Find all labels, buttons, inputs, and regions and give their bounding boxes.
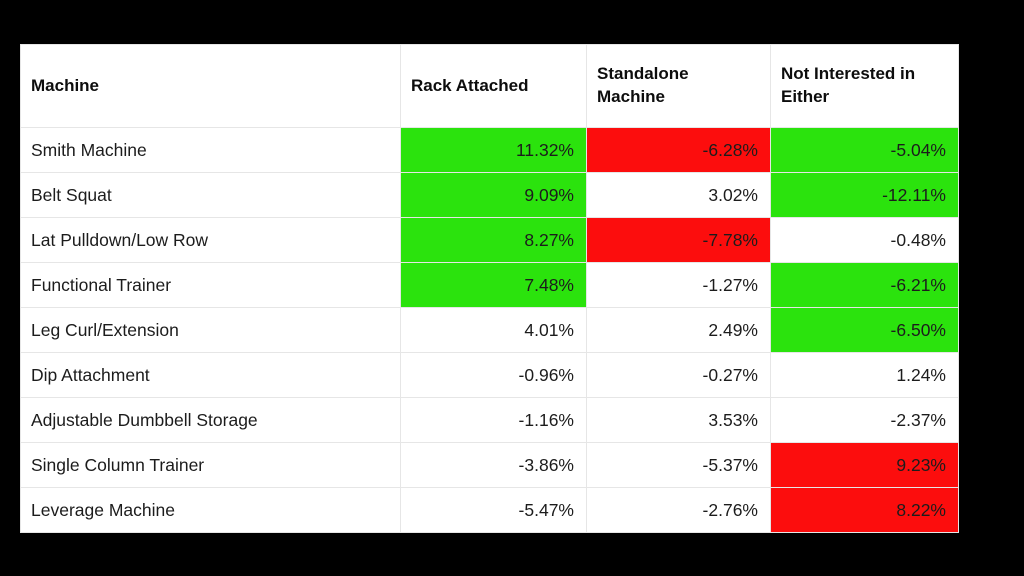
machine-name-cell: Dip Attachment: [20, 352, 401, 398]
value-cell: -0.27%: [586, 352, 771, 398]
value-cell: 8.22%: [770, 487, 959, 533]
machine-name-cell: Adjustable Dumbbell Storage: [20, 397, 401, 443]
value-cell: 11.32%: [400, 127, 587, 173]
table-row: Single Column Trainer -3.86% -5.37% 9.23…: [20, 442, 959, 488]
value-cell: 4.01%: [400, 307, 587, 353]
value-cell: -5.47%: [400, 487, 587, 533]
machine-name-cell: Belt Squat: [20, 172, 401, 218]
machine-interest-table: Machine Rack Attached Standalone Machine…: [20, 44, 959, 533]
table-row: Dip Attachment -0.96% -0.27% 1.24%: [20, 352, 959, 398]
machine-name-cell: Lat Pulldown/Low Row: [20, 217, 401, 263]
value-cell: -0.48%: [770, 217, 959, 263]
table-row: Adjustable Dumbbell Storage -1.16% 3.53%…: [20, 397, 959, 443]
header-row: Machine Rack Attached Standalone Machine…: [20, 44, 959, 128]
column-header-standalone: Standalone Machine: [586, 44, 771, 128]
machine-name-cell: Leg Curl/Extension: [20, 307, 401, 353]
value-cell: 7.48%: [400, 262, 587, 308]
machine-name-cell: Leverage Machine: [20, 487, 401, 533]
table-header: Machine Rack Attached Standalone Machine…: [20, 44, 959, 128]
value-cell: -12.11%: [770, 172, 959, 218]
machine-name-cell: Smith Machine: [20, 127, 401, 173]
value-cell: 3.02%: [586, 172, 771, 218]
value-cell: 8.27%: [400, 217, 587, 263]
value-cell: 9.09%: [400, 172, 587, 218]
table-row: Leverage Machine -5.47% -2.76% 8.22%: [20, 487, 959, 533]
table-body: Smith Machine 11.32% -6.28% -5.04% Belt …: [20, 127, 959, 533]
table-row: Smith Machine 11.32% -6.28% -5.04%: [20, 127, 959, 173]
column-header-rack-attached: Rack Attached: [400, 44, 587, 128]
value-cell: -6.28%: [586, 127, 771, 173]
value-cell: -3.86%: [400, 442, 587, 488]
value-cell: 9.23%: [770, 442, 959, 488]
value-cell: -6.50%: [770, 307, 959, 353]
value-cell: -5.37%: [586, 442, 771, 488]
value-cell: -2.76%: [586, 487, 771, 533]
table-row: Belt Squat 9.09% 3.02% -12.11%: [20, 172, 959, 218]
table-row: Lat Pulldown/Low Row 8.27% -7.78% -0.48%: [20, 217, 959, 263]
value-cell: -2.37%: [770, 397, 959, 443]
value-cell: -1.16%: [400, 397, 587, 443]
value-cell: 3.53%: [586, 397, 771, 443]
value-cell: -6.21%: [770, 262, 959, 308]
machine-name-cell: Functional Trainer: [20, 262, 401, 308]
table-row: Leg Curl/Extension 4.01% 2.49% -6.50%: [20, 307, 959, 353]
value-cell: -5.04%: [770, 127, 959, 173]
table-row: Functional Trainer 7.48% -1.27% -6.21%: [20, 262, 959, 308]
value-cell: -1.27%: [586, 262, 771, 308]
column-header-not-interested: Not Interested in Either: [770, 44, 959, 128]
value-cell: -0.96%: [400, 352, 587, 398]
value-cell: 1.24%: [770, 352, 959, 398]
value-cell: -7.78%: [586, 217, 771, 263]
column-header-machine: Machine: [20, 44, 401, 128]
value-cell: 2.49%: [586, 307, 771, 353]
machine-name-cell: Single Column Trainer: [20, 442, 401, 488]
